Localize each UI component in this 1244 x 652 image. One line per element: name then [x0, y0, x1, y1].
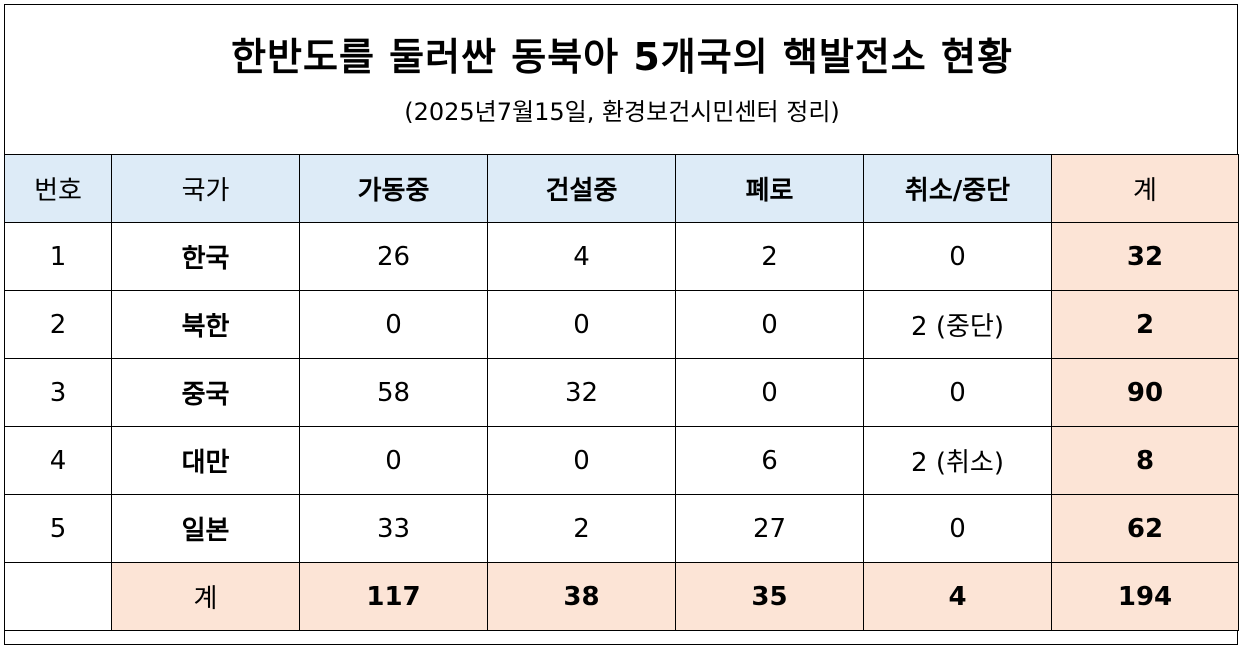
table-row: 3 중국 58 32 0 0 90 [4, 358, 1239, 427]
row-number-cell: 4 [4, 426, 112, 495]
total-row: 계 117 38 35 4 194 [4, 562, 1239, 631]
decommissioned-cell: 0 [675, 358, 864, 427]
grand-total-cell: 194 [1051, 562, 1239, 631]
cancelled-cell: 0 [863, 494, 1052, 563]
operating-cell: 33 [299, 494, 488, 563]
total-cancelled-cell: 4 [863, 562, 1052, 631]
header-cell-operating: 가동중 [299, 154, 488, 223]
header-cell-decommissioned: 폐로 [675, 154, 864, 223]
total-decommissioned-cell: 35 [675, 562, 864, 631]
table-row: 5 일본 33 2 27 0 62 [4, 494, 1239, 563]
row-number-cell: 1 [4, 222, 112, 291]
decommissioned-cell: 6 [675, 426, 864, 495]
nuclear-plants-table: 번호 국가 가동중 건설중 폐로 취소/중단 계 1 한국 26 4 2 0 3… [4, 154, 1239, 631]
total-construction-cell: 38 [487, 562, 676, 631]
table-row: 4 대만 0 0 6 2 (취소) 8 [4, 426, 1239, 495]
cancelled-cell: 2 (취소) [863, 426, 1052, 495]
operating-cell: 0 [299, 290, 488, 359]
construction-cell: 2 [487, 494, 676, 563]
table-row: 1 한국 26 4 2 0 32 [4, 222, 1239, 291]
construction-cell: 0 [487, 290, 676, 359]
construction-cell: 32 [487, 358, 676, 427]
construction-cell: 0 [487, 426, 676, 495]
row-total-cell: 8 [1051, 426, 1239, 495]
header-cell-total: 계 [1051, 154, 1239, 223]
operating-cell: 26 [299, 222, 488, 291]
header-cell-under-construction: 건설중 [487, 154, 676, 223]
title-block: 한반도를 둘러싼 동북아 5개국의 핵발전소 현황 (2025년7월15일, 환… [0, 0, 1244, 150]
header-cell-cancelled-suspended: 취소/중단 [863, 154, 1052, 223]
total-label-cell: 계 [111, 562, 300, 631]
decommissioned-cell: 27 [675, 494, 864, 563]
total-operating-cell: 117 [299, 562, 488, 631]
decommissioned-cell: 2 [675, 222, 864, 291]
cancelled-cell: 2 (중단) [863, 290, 1052, 359]
construction-cell: 4 [487, 222, 676, 291]
header-cell-country: 국가 [111, 154, 300, 223]
row-total-cell: 62 [1051, 494, 1239, 563]
decommissioned-cell: 0 [675, 290, 864, 359]
row-number-cell: 5 [4, 494, 112, 563]
country-cell: 일본 [111, 494, 300, 563]
page-subtitle: (2025년7월15일, 환경보건시민센터 정리) [404, 98, 840, 126]
row-total-cell: 32 [1051, 222, 1239, 291]
country-cell: 대만 [111, 426, 300, 495]
row-number-cell: 2 [4, 290, 112, 359]
country-cell: 북한 [111, 290, 300, 359]
country-cell: 한국 [111, 222, 300, 291]
operating-cell: 58 [299, 358, 488, 427]
country-cell: 중국 [111, 358, 300, 427]
cancelled-cell: 0 [863, 222, 1052, 291]
total-row-number-cell [4, 562, 112, 631]
header-cell-number: 번호 [4, 154, 112, 223]
header-row: 번호 국가 가동중 건설중 폐로 취소/중단 계 [4, 154, 1239, 223]
row-total-cell: 90 [1051, 358, 1239, 427]
table-row: 2 북한 0 0 0 2 (중단) 2 [4, 290, 1239, 359]
operating-cell: 0 [299, 426, 488, 495]
row-number-cell: 3 [4, 358, 112, 427]
cancelled-cell: 0 [863, 358, 1052, 427]
page-title: 한반도를 둘러싼 동북아 5개국의 핵발전소 현황 [231, 35, 1013, 79]
row-total-cell: 2 [1051, 290, 1239, 359]
